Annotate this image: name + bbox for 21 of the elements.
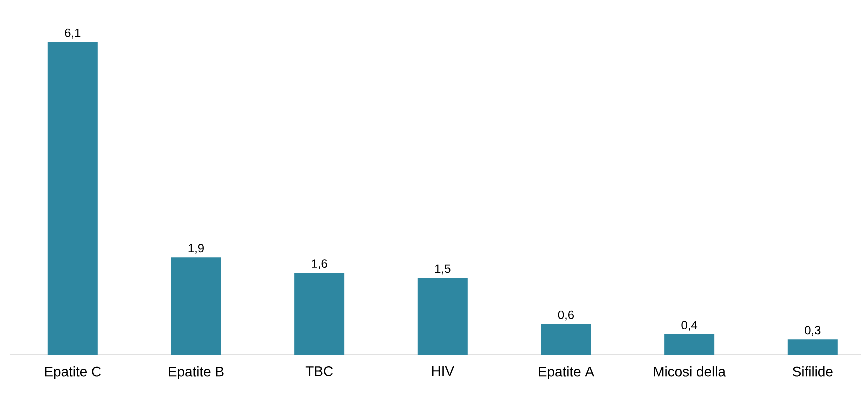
bar [664, 334, 715, 355]
data-label: 0,3 [805, 326, 821, 336]
bar [788, 340, 838, 355]
x-tick-label: HIV [432, 366, 454, 376]
data-label: 1,5 [435, 264, 451, 275]
data-label: 1,6 [312, 260, 328, 270]
x-tick-label: Epatite C [45, 366, 102, 380]
x-tick-label: Epatite A [539, 366, 594, 380]
x-tick-label: Micosi della [654, 366, 726, 377]
bar [171, 258, 222, 355]
bar [418, 278, 468, 355]
data-label: 0,6 [558, 310, 574, 321]
x-tick-label: TBC [306, 366, 333, 376]
data-label: 0,4 [682, 321, 698, 331]
data-label: 6,1 [65, 28, 81, 39]
data-label: 1,9 [188, 244, 204, 254]
x-tick-label: Sifilide [793, 366, 833, 377]
x-tick-label: Epatite B [169, 366, 224, 380]
bar [541, 324, 592, 355]
bar [48, 42, 98, 355]
bar [294, 272, 345, 355]
